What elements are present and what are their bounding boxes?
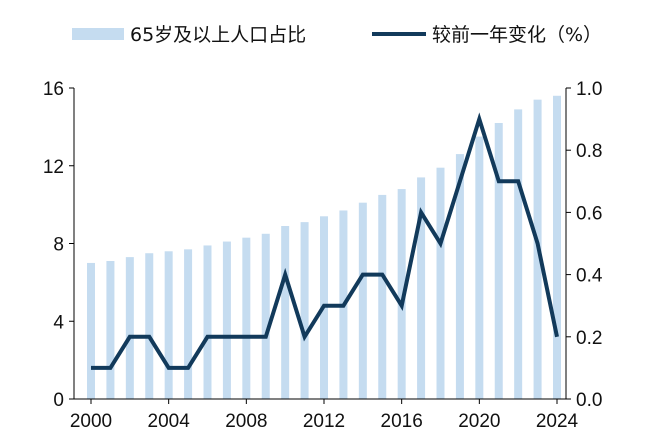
bar-2019 xyxy=(455,154,464,399)
axes xyxy=(69,87,571,404)
right-tick-label-0.6: 0.6 xyxy=(576,203,602,224)
x-tick-label-2020: 2020 xyxy=(458,411,500,432)
legend: 65岁及以上人口占比 较前一年变化（%） xyxy=(72,24,602,46)
right-tick-label-0.4: 0.4 xyxy=(576,266,603,287)
x-tick-label-2000: 2000 xyxy=(70,411,112,432)
right-tick-label-0.0: 0.0 xyxy=(576,390,602,411)
bar-2018 xyxy=(436,167,445,399)
left-tick-label-8: 8 xyxy=(53,235,64,256)
bar-2011 xyxy=(300,222,309,399)
bar-2015 xyxy=(378,194,387,399)
bar-2014 xyxy=(358,202,367,399)
left-tick-label-16: 16 xyxy=(43,79,64,100)
bar-2010 xyxy=(281,226,290,399)
line-series xyxy=(90,112,559,370)
bar-2022 xyxy=(514,109,523,399)
bar-2003 xyxy=(145,253,154,399)
bar-2001 xyxy=(106,260,115,399)
left-tick-label-4: 4 xyxy=(53,312,64,333)
bar-2021 xyxy=(494,122,503,400)
right-tick-label-1.0: 1.0 xyxy=(576,79,602,100)
bar-2008 xyxy=(242,237,251,399)
bar-2004 xyxy=(164,251,173,399)
bar-2020 xyxy=(475,136,484,399)
bar-2002 xyxy=(125,257,134,399)
bar-2016 xyxy=(397,189,406,399)
right-tick-label-0.8: 0.8 xyxy=(576,141,602,162)
bar-2005 xyxy=(184,249,193,399)
left-tick-label-0: 0 xyxy=(53,390,64,411)
x-tick-label-2008: 2008 xyxy=(225,411,267,432)
bar-2017 xyxy=(417,177,426,399)
x-tick-label-2016: 2016 xyxy=(381,411,423,432)
bar-2000 xyxy=(87,262,95,399)
legend-swatch-bar xyxy=(72,28,124,40)
legend-label-bar: 65岁及以上人口占比 xyxy=(130,24,306,46)
bar-2007 xyxy=(222,241,231,399)
bar-2009 xyxy=(261,233,270,399)
bar-2006 xyxy=(203,245,212,399)
x-tick-label-2024: 2024 xyxy=(536,411,579,432)
left-tick-label-12: 12 xyxy=(43,157,64,178)
tick-labels: 0 4 8 12 16 0.0 0.2 0.4 0.6 0.8 1.0 2000 2004 2008 201… xyxy=(43,79,603,432)
x-tick-label-2004: 2004 xyxy=(148,411,191,432)
bar-2024 xyxy=(553,95,561,400)
legend-label-line: 较前一年变化（%） xyxy=(432,24,602,46)
x-tick-label-2012: 2012 xyxy=(303,411,345,432)
right-tick-label-0.2: 0.2 xyxy=(576,328,602,349)
